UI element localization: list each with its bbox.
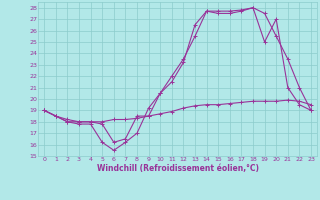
X-axis label: Windchill (Refroidissement éolien,°C): Windchill (Refroidissement éolien,°C) (97, 164, 259, 173)
